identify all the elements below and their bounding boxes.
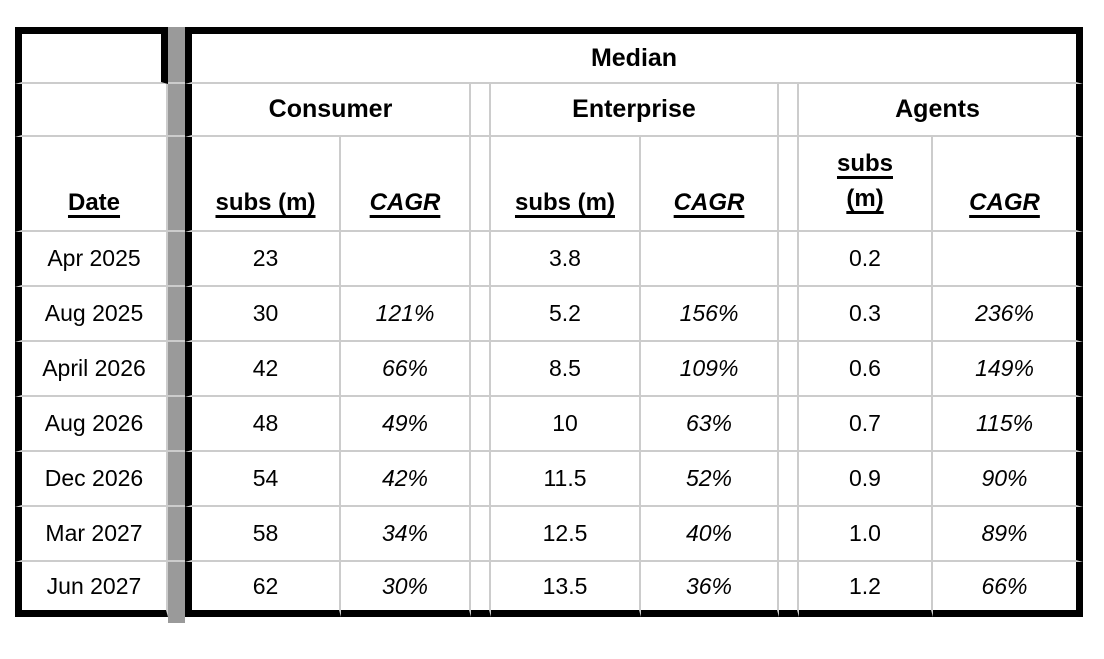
enterprise-subs-header: subs (m) <box>491 137 641 232</box>
spacer-cell <box>779 287 799 342</box>
consumer-cagr-cell <box>341 232 471 287</box>
enterprise-subs-header-label: subs (m) <box>514 189 615 216</box>
consumer-cagr-header: CAGR <box>341 137 471 232</box>
enterprise-cagr-cell: 156% <box>641 287 779 342</box>
enterprise-cagr-cell <box>641 232 779 287</box>
spacer-cell <box>779 452 799 507</box>
consumer-cagr-cell: 49% <box>341 397 471 452</box>
agents-cagr-header-label: CAGR <box>969 189 1040 216</box>
gray-spacer-cell <box>168 232 185 287</box>
enterprise-cagr-cell: 40% <box>641 507 779 562</box>
consumer-subs-cell: 42 <box>185 342 341 397</box>
agents-cagr-cell: 90% <box>933 452 1083 507</box>
spacer-cell <box>779 562 799 617</box>
spacer-cell <box>471 232 491 287</box>
date-cell: Mar 2027 <box>15 507 168 562</box>
enterprise-subs-cell: 13.5 <box>491 562 641 617</box>
enterprise-subs-cell: 10 <box>491 397 641 452</box>
group-header-consumer: Consumer <box>185 84 471 137</box>
agents-cagr-cell <box>933 232 1083 287</box>
consumer-cagr-cell: 42% <box>341 452 471 507</box>
table-grid: Median Consumer Enterprise Agents Date s… <box>15 27 1104 623</box>
consumer-subs-header-label: subs (m) <box>215 189 316 216</box>
consumer-cagr-cell: 34% <box>341 507 471 562</box>
spacer-cell <box>779 84 799 137</box>
enterprise-subs-cell: 11.5 <box>491 452 641 507</box>
consumer-subs-cell: 54 <box>185 452 341 507</box>
date-column-header: Date <box>15 137 168 232</box>
consumer-subs-cell: 58 <box>185 507 341 562</box>
enterprise-subs-cell: 5.2 <box>491 287 641 342</box>
blank-cell <box>15 84 168 137</box>
spacer-cell <box>471 562 491 617</box>
date-cell: Aug 2026 <box>15 397 168 452</box>
spacer-cell <box>471 84 491 137</box>
consumer-cagr-cell: 121% <box>341 287 471 342</box>
agents-subs-cell: 1.0 <box>799 507 933 562</box>
group-header-agents: Agents <box>799 84 1083 137</box>
agents-subs-cell: 0.6 <box>799 342 933 397</box>
spacer-cell <box>471 507 491 562</box>
enterprise-subs-cell: 12.5 <box>491 507 641 562</box>
enterprise-subs-cell: 8.5 <box>491 342 641 397</box>
spacer-cell <box>471 452 491 507</box>
top-left-blank-cell <box>15 27 168 84</box>
enterprise-cagr-cell: 52% <box>641 452 779 507</box>
gray-spacer-cell <box>168 507 185 562</box>
median-subscriber-forecast-table: Median Consumer Enterprise Agents Date s… <box>15 27 1104 623</box>
agents-cagr-cell: 66% <box>933 562 1083 617</box>
enterprise-cagr-header-label: CAGR <box>673 189 745 216</box>
gray-spacer-cell <box>168 287 185 342</box>
enterprise-cagr-cell: 63% <box>641 397 779 452</box>
median-header: Median <box>185 27 1083 84</box>
agents-subs-cell: 1.2 <box>799 562 933 617</box>
agents-cagr-cell: 236% <box>933 287 1083 342</box>
date-cell: Aug 2025 <box>15 287 168 342</box>
spacer-cell <box>471 342 491 397</box>
date-cell: Jun 2027 <box>15 562 168 617</box>
gray-spacer-cell <box>168 397 185 452</box>
consumer-cagr-cell: 66% <box>341 342 471 397</box>
gray-spacer-cell <box>168 27 185 84</box>
agents-subs-cell: 0.3 <box>799 287 933 342</box>
date-cell: Apr 2025 <box>15 232 168 287</box>
gray-spacer-cell <box>168 562 185 623</box>
enterprise-subs-cell: 3.8 <box>491 232 641 287</box>
date-cell: Dec 2026 <box>15 452 168 507</box>
agents-cagr-cell: 89% <box>933 507 1083 562</box>
gray-spacer-cell <box>168 84 185 137</box>
spacer-cell <box>779 507 799 562</box>
agents-subs-cell: 0.7 <box>799 397 933 452</box>
agents-subs-header-label: subs (m) <box>836 150 893 213</box>
agents-subs-header: subs (m) <box>799 137 933 232</box>
consumer-subs-cell: 30 <box>185 287 341 342</box>
consumer-subs-header: subs (m) <box>185 137 341 232</box>
gray-spacer-cell <box>168 452 185 507</box>
consumer-cagr-header-label: CAGR <box>369 189 441 216</box>
date-column-header-label: Date <box>67 189 121 216</box>
spacer-cell <box>779 137 799 232</box>
spacer-cell <box>471 137 491 232</box>
consumer-subs-cell: 23 <box>185 232 341 287</box>
gray-spacer-cell <box>168 342 185 397</box>
enterprise-cagr-cell: 36% <box>641 562 779 617</box>
agents-subs-cell: 0.9 <box>799 452 933 507</box>
agents-cagr-header: CAGR <box>933 137 1083 232</box>
date-cell: April 2026 <box>15 342 168 397</box>
spacer-cell <box>779 397 799 452</box>
enterprise-cagr-header: CAGR <box>641 137 779 232</box>
agents-cagr-cell: 149% <box>933 342 1083 397</box>
spacer-cell <box>779 342 799 397</box>
agents-cagr-cell: 115% <box>933 397 1083 452</box>
group-header-enterprise: Enterprise <box>491 84 779 137</box>
agents-subs-cell: 0.2 <box>799 232 933 287</box>
gray-spacer-cell <box>168 137 185 232</box>
enterprise-cagr-cell: 109% <box>641 342 779 397</box>
consumer-subs-cell: 48 <box>185 397 341 452</box>
spacer-cell <box>471 287 491 342</box>
spacer-cell <box>779 232 799 287</box>
consumer-cagr-cell: 30% <box>341 562 471 617</box>
consumer-subs-cell: 62 <box>185 562 341 617</box>
spacer-cell <box>471 397 491 452</box>
